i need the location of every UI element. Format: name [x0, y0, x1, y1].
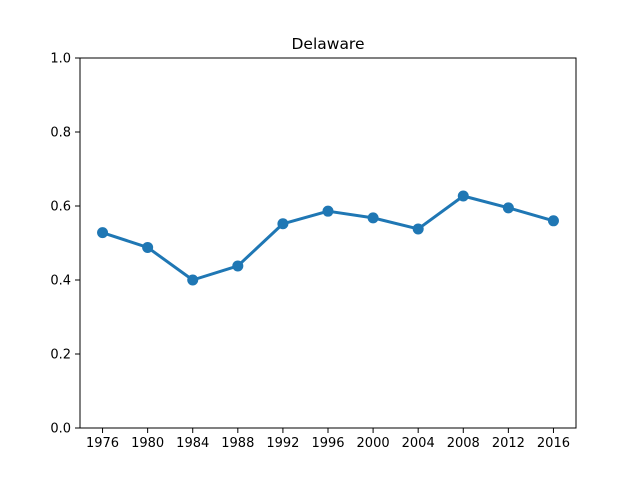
- x-tick-label: 1996: [311, 436, 344, 451]
- data-point: [277, 218, 289, 230]
- y-tick-label: 1.0: [50, 52, 71, 67]
- x-tick-label: 1980: [131, 436, 164, 451]
- data-point: [97, 227, 109, 239]
- x-tick-label: 1984: [176, 436, 209, 451]
- y-tick-label: 0.2: [50, 348, 71, 363]
- x-tick-label: 2004: [402, 436, 435, 451]
- x-axis: 1976 1980 1984 1988 1992 1996 2000 2004 2008 2012…: [86, 428, 570, 451]
- data-point: [457, 190, 469, 202]
- x-tick-label: 1992: [266, 436, 299, 451]
- data-point: [502, 202, 514, 214]
- data-point: [187, 274, 199, 286]
- x-tick-label: 1976: [86, 436, 119, 451]
- x-tick-label: 1988: [221, 436, 254, 451]
- chart-title: Delaware: [291, 35, 364, 53]
- data-point: [412, 223, 424, 235]
- plot-frame: [79, 57, 577, 429]
- x-tick-label: 2016: [537, 436, 570, 451]
- y-tick-label: 0.8: [50, 126, 71, 141]
- x-tick-label: 2008: [447, 436, 480, 451]
- y-tick-label: 0.6: [50, 200, 71, 215]
- data-point: [367, 212, 379, 224]
- x-tick-label: 2012: [492, 436, 525, 451]
- data-point: [232, 260, 244, 272]
- data-point: [142, 241, 154, 253]
- y-tick-label: 0.4: [50, 274, 71, 289]
- plot-series: [97, 190, 559, 286]
- x-tick-label: 2000: [357, 436, 390, 451]
- data-point: [547, 215, 559, 227]
- data-point: [322, 205, 334, 217]
- y-axis: 0.0 0.2 0.4 0.6 0.8 1.0: [50, 52, 80, 437]
- y-tick-label: 0.0: [50, 422, 71, 437]
